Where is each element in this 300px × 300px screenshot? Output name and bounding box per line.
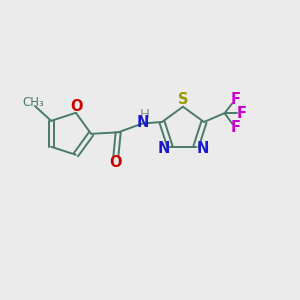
Text: F: F — [237, 106, 247, 121]
Text: S: S — [178, 92, 188, 107]
Text: O: O — [110, 155, 122, 170]
Text: H: H — [140, 108, 150, 121]
Text: F: F — [231, 120, 241, 135]
Text: O: O — [70, 98, 83, 113]
Text: N: N — [137, 116, 149, 130]
Text: F: F — [231, 92, 241, 107]
Text: N: N — [157, 141, 170, 156]
Text: CH₃: CH₃ — [22, 96, 44, 109]
Text: N: N — [196, 141, 208, 156]
